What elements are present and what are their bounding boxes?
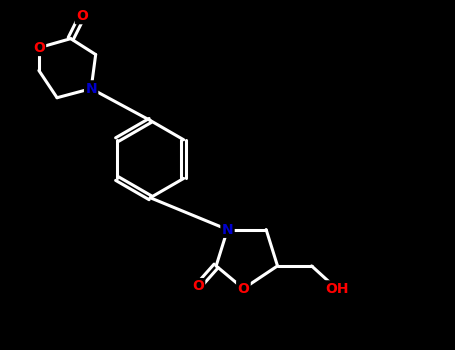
Text: O: O xyxy=(192,279,204,293)
Text: O: O xyxy=(33,41,45,55)
Text: N: N xyxy=(222,223,233,237)
Text: O: O xyxy=(238,282,249,296)
Text: O: O xyxy=(76,9,88,23)
Text: OH: OH xyxy=(325,282,349,296)
Text: N: N xyxy=(86,82,97,96)
